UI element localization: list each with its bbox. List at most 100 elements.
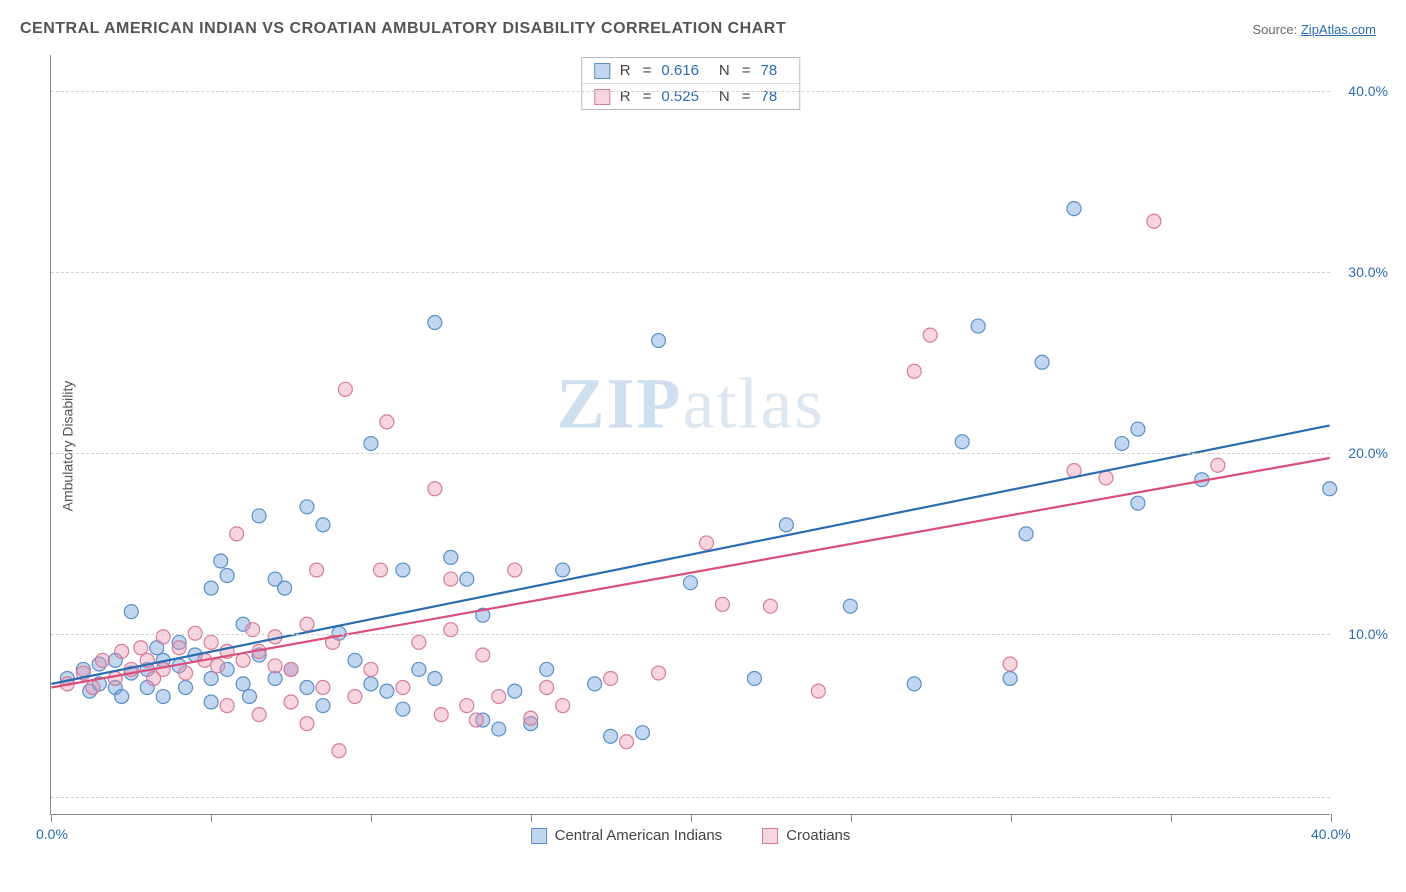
gridline — [51, 634, 1330, 635]
data-point — [86, 681, 100, 695]
data-point — [747, 671, 761, 685]
data-point — [214, 554, 228, 568]
data-point — [843, 599, 857, 613]
eq-1a: = — [643, 62, 652, 79]
data-point — [604, 671, 618, 685]
data-point — [1067, 202, 1081, 216]
data-point — [620, 735, 634, 749]
data-point — [204, 695, 218, 709]
source-attribution: Source: ZipAtlas.com — [1252, 22, 1376, 37]
data-point — [396, 563, 410, 577]
data-point — [115, 644, 129, 658]
data-point — [1131, 422, 1145, 436]
data-point — [124, 605, 138, 619]
data-point — [476, 648, 490, 662]
data-point — [364, 437, 378, 451]
data-point — [230, 527, 244, 541]
y-tick-label: 30.0% — [1348, 264, 1388, 280]
data-point — [300, 681, 314, 695]
data-point — [284, 662, 298, 676]
legend-swatch-series1 — [531, 828, 547, 844]
data-point — [284, 695, 298, 709]
data-point — [556, 563, 570, 577]
data-point — [684, 576, 698, 590]
x-tick — [371, 814, 372, 822]
data-point — [300, 717, 314, 731]
data-point — [204, 581, 218, 595]
data-point — [156, 662, 170, 676]
y-tick-label: 10.0% — [1348, 626, 1388, 642]
data-point — [811, 684, 825, 698]
data-point — [220, 699, 234, 713]
x-tick — [1011, 814, 1012, 822]
data-point — [779, 518, 793, 532]
data-point — [763, 599, 777, 613]
data-point — [412, 662, 426, 676]
gridline — [51, 453, 1330, 454]
data-point — [1211, 458, 1225, 472]
data-point — [652, 334, 666, 348]
scatter-plot-area: ZIPatlas R = 0.616 N = 78 R = 0.525 N = … — [50, 55, 1330, 815]
data-point — [699, 536, 713, 550]
n-label-1: N — [719, 62, 730, 79]
data-point — [278, 581, 292, 595]
y-tick-label: 40.0% — [1348, 83, 1388, 99]
data-point — [907, 677, 921, 691]
data-point — [524, 711, 538, 725]
data-point — [236, 677, 250, 691]
data-point — [310, 563, 324, 577]
data-point — [469, 713, 483, 727]
stats-row-series2: R = 0.525 N = 78 — [582, 84, 799, 109]
x-tick-label: 0.0% — [36, 826, 68, 842]
r-value-1: 0.616 — [661, 62, 699, 79]
data-point — [492, 722, 506, 736]
data-point — [380, 415, 394, 429]
data-point — [1019, 527, 1033, 541]
data-point — [204, 635, 218, 649]
data-point — [652, 666, 666, 680]
data-point — [134, 641, 148, 655]
data-point — [508, 563, 522, 577]
correlation-stats-box: R = 0.616 N = 78 R = 0.525 N = 78 — [581, 57, 800, 110]
x-tick — [691, 814, 692, 822]
trend-line — [51, 458, 1329, 688]
gridline — [51, 272, 1330, 273]
source-label: Source: — [1252, 22, 1300, 37]
data-point — [396, 681, 410, 695]
data-point — [508, 684, 522, 698]
data-point — [556, 699, 570, 713]
data-point — [364, 677, 378, 691]
data-point — [1099, 471, 1113, 485]
data-point — [636, 726, 650, 740]
r-label-1: R — [620, 62, 631, 79]
data-point — [332, 744, 346, 758]
data-point — [156, 630, 170, 644]
legend-label-series2: Croatians — [786, 827, 850, 844]
source-link[interactable]: ZipAtlas.com — [1301, 22, 1376, 37]
data-point — [923, 328, 937, 342]
gridline — [51, 91, 1330, 92]
data-point — [412, 635, 426, 649]
data-point — [338, 382, 352, 396]
data-point — [108, 671, 122, 685]
swatch-series1 — [594, 63, 610, 79]
data-point — [1003, 657, 1017, 671]
data-point — [1323, 482, 1337, 496]
legend-swatch-series2 — [762, 828, 778, 844]
data-point — [300, 500, 314, 514]
x-tick — [851, 814, 852, 822]
data-point — [204, 671, 218, 685]
data-point — [179, 681, 193, 695]
data-point — [396, 702, 410, 716]
data-point — [971, 319, 985, 333]
data-point — [348, 690, 362, 704]
chart-title: CENTRAL AMERICAN INDIAN VS CROATIAN AMBU… — [20, 20, 786, 38]
data-point — [907, 364, 921, 378]
data-point — [604, 729, 618, 743]
x-tick — [531, 814, 532, 822]
data-point — [460, 699, 474, 713]
data-point — [444, 550, 458, 564]
data-point — [220, 568, 234, 582]
data-point — [492, 690, 506, 704]
data-point — [434, 708, 448, 722]
